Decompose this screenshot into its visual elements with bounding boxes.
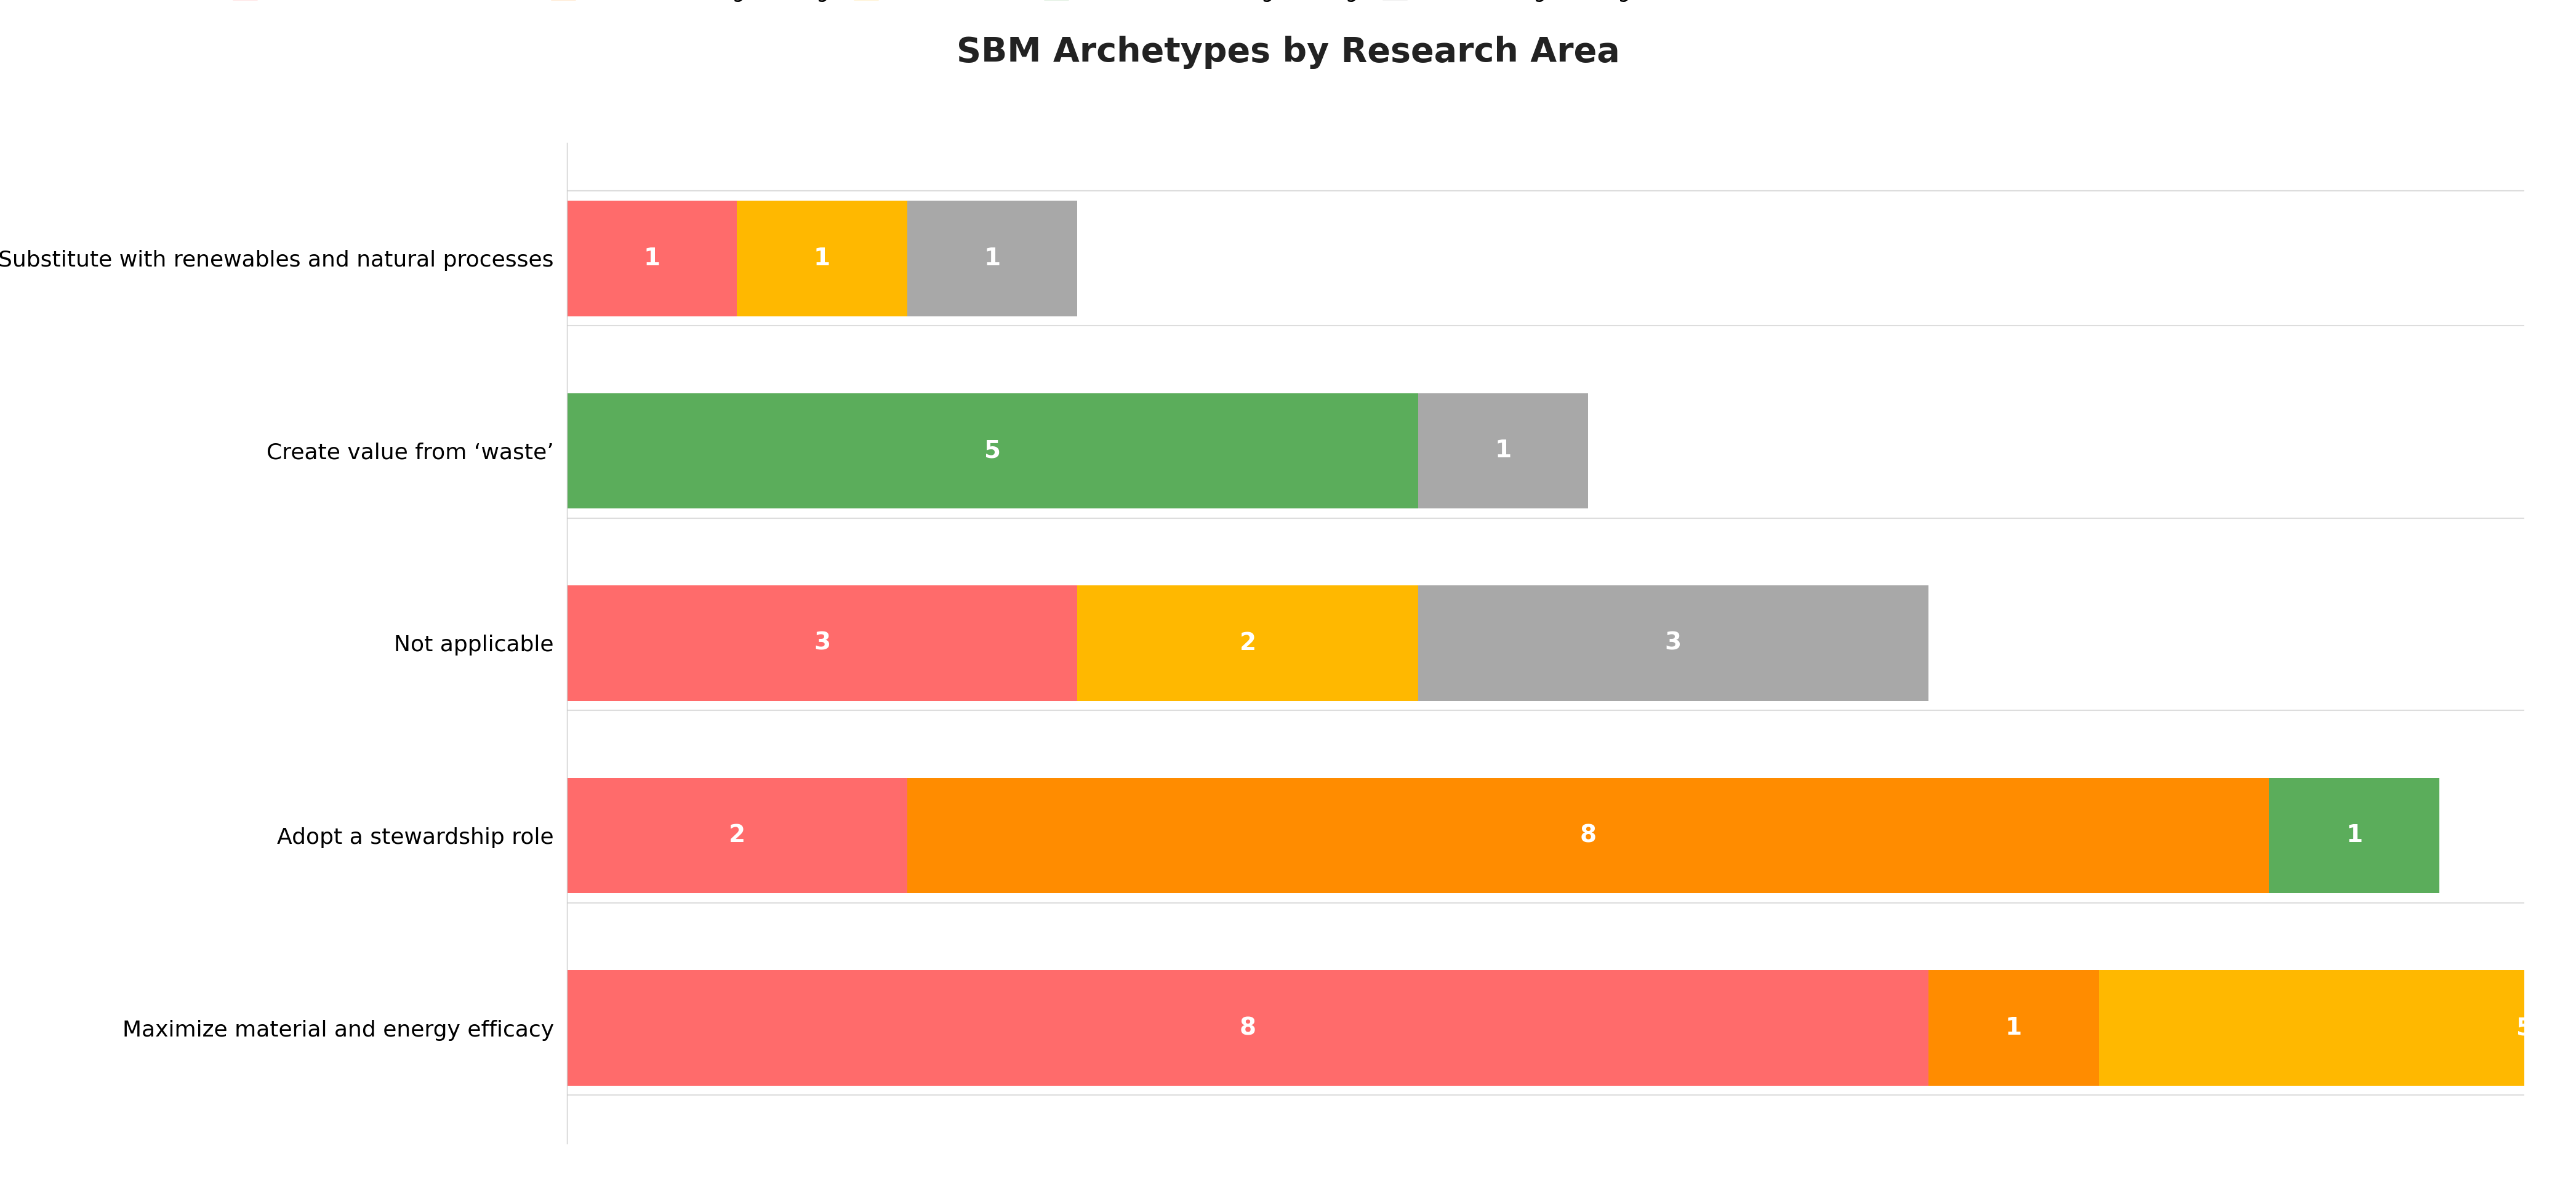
Bar [737, 200, 907, 316]
Bar [907, 778, 2269, 893]
Text: 3: 3 [1664, 631, 1682, 655]
Text: 8: 8 [1579, 824, 1597, 847]
Text: 8: 8 [1239, 1016, 1257, 1040]
Legend: Automation and Robotics, Biomedical Engineering, Construction, Environmental Eng: Automation and Robotics, Biomedical Engi… [224, 0, 1638, 10]
Bar [567, 200, 737, 316]
Text: 2: 2 [729, 824, 744, 847]
Bar [1417, 393, 1589, 509]
Text: 1: 1 [1494, 439, 1512, 462]
Bar [2099, 971, 2576, 1086]
Bar [2269, 778, 2439, 893]
Bar [567, 586, 1077, 700]
Bar [567, 971, 1929, 1086]
Text: 1: 1 [2004, 1016, 2022, 1040]
Bar [567, 393, 1417, 509]
Text: 1: 1 [984, 247, 999, 270]
Text: 5: 5 [984, 439, 999, 462]
Text: 3: 3 [814, 631, 829, 655]
Bar [907, 200, 1077, 316]
Bar [567, 778, 907, 893]
Text: 5: 5 [2517, 1016, 2532, 1040]
Text: 2: 2 [1239, 631, 1257, 655]
Text: SBM Archetypes by Research Area: SBM Archetypes by Research Area [956, 36, 1620, 69]
Text: 1: 1 [644, 247, 659, 270]
Text: 1: 1 [814, 247, 829, 270]
Bar [1077, 586, 1417, 700]
Text: 1: 1 [2347, 824, 2362, 847]
Bar [1929, 971, 2099, 1086]
Bar [1417, 586, 1929, 700]
